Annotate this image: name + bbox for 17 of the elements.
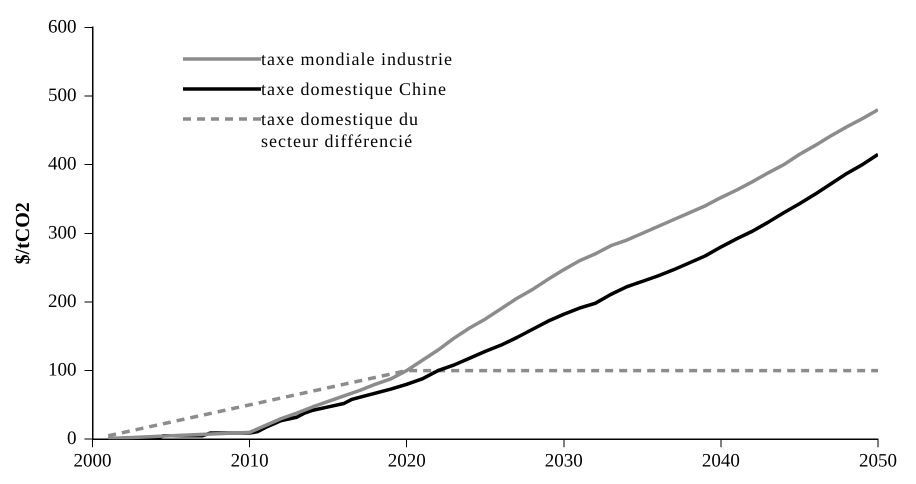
legend-label: taxe domestique Chine [261,78,448,100]
y-tick-label: 100 [48,360,76,381]
x-tick-label: 2000 [74,450,112,472]
y-tick-label: 300 [48,222,76,244]
x-tick-label: 2010 [230,450,269,472]
x-tick-label: 2050 [859,450,897,472]
y-axis-title: $/tCO2 [12,202,34,264]
y-tick-label: 500 [48,85,76,106]
legend-label: taxe mondiale industrie [261,48,454,70]
y-tick-label: 200 [48,290,76,312]
y-tick-label: 600 [48,16,76,38]
x-tick-label: 2030 [544,450,583,472]
legend-label: taxe domestique du secteur différencié [261,108,420,152]
x-tick-label: 2040 [702,450,740,472]
x-tick-label: 2020 [388,450,426,472]
y-tick-label: 400 [48,154,76,175]
y-tick-label: 0 [67,428,76,450]
